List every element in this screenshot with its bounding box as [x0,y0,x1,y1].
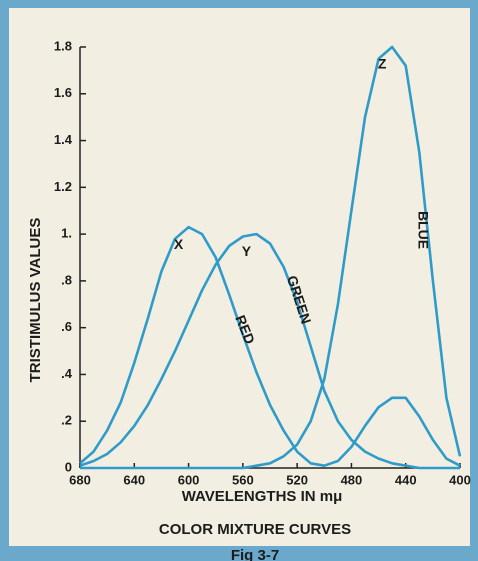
y-tick-label: 1.4 [54,132,73,147]
paper [9,8,470,546]
series-label: Y [242,243,252,259]
series-label: X [174,236,184,252]
y-tick-label: 1.6 [54,85,72,100]
x-tick-label: 680 [69,472,91,487]
x-tick-label: 480 [341,472,363,487]
x-tick-label: 400 [449,472,471,487]
chart-title: COLOR MIXTURE CURVES [159,521,351,538]
y-tick-label: 0 [65,459,72,474]
y-tick-label: 1.2 [54,179,72,194]
y-tick-label: .6 [61,319,72,334]
plot-area: 0 .2 .4 .6 .8 1. 1.2 1.4 1.6 1.8 680 640 600 560 520 48… [54,38,471,487]
annotation: BLUE [415,211,431,249]
x-tick-label: 640 [123,472,145,487]
y-tick-label: 1.8 [54,38,72,53]
y-tick-label: .8 [61,272,72,287]
curve [79,225,461,468]
series-label: Z [378,56,387,72]
y-axis-label: TRISTIMULUS VALUES [27,218,44,383]
y-tick-label: .4 [61,366,73,381]
curve [79,232,460,470]
x-axis-label: WAVELENGTHS IN mμ [182,488,343,505]
x-tick-label: 600 [178,472,200,487]
x-tick-label: 440 [395,472,417,487]
y-tick-label: 1. [61,226,72,241]
curve [80,45,462,470]
caption: Fig 3-7 [231,547,279,561]
x-tick-label: 520 [286,472,308,487]
x-tick-label: 560 [232,472,254,487]
y-tick-label: .2 [61,413,72,428]
